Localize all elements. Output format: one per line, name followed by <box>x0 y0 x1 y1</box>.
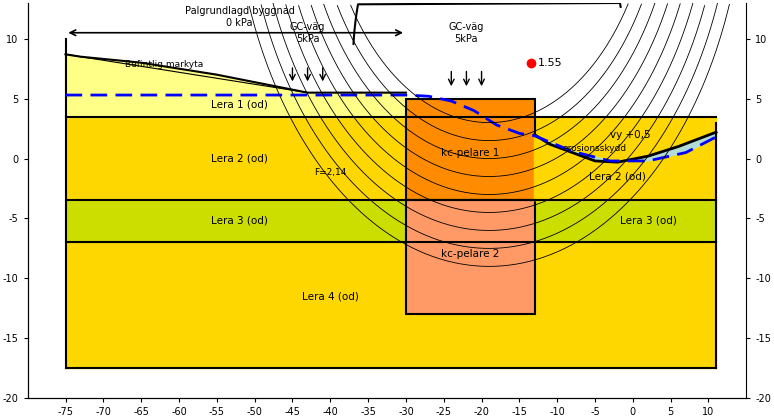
Text: Lera 2 (od): Lera 2 (od) <box>589 171 646 181</box>
Text: 1.55: 1.55 <box>538 58 563 68</box>
Text: Lera 4 (od): Lera 4 (od) <box>302 291 358 301</box>
Text: F=2,14: F=2,14 <box>314 168 347 177</box>
Text: Befintlig markyta: Befintlig markyta <box>125 60 203 69</box>
Text: kc-pelare 2: kc-pelare 2 <box>441 249 499 260</box>
Text: erosionsskydd: erosionsskydd <box>563 144 627 153</box>
Polygon shape <box>66 54 406 93</box>
Text: GC-väg
5kPa: GC-väg 5kPa <box>290 22 325 44</box>
Polygon shape <box>535 132 716 200</box>
Text: kc-pelare 1: kc-pelare 1 <box>441 147 499 158</box>
Text: vy +0,5: vy +0,5 <box>610 130 651 139</box>
Polygon shape <box>406 200 535 314</box>
Polygon shape <box>535 132 716 162</box>
Text: Lera 2 (od): Lera 2 (od) <box>211 154 268 163</box>
Polygon shape <box>535 132 716 200</box>
Text: Palgrundlagd byggnad
0 kPa: Palgrundlagd byggnad 0 kPa <box>184 6 294 28</box>
Text: GC-väg
5kPa: GC-väg 5kPa <box>449 22 484 44</box>
Text: Lera 3 (od): Lera 3 (od) <box>619 216 676 226</box>
Text: Lera 3 (od): Lera 3 (od) <box>211 216 268 226</box>
Text: Lera 1 (od): Lera 1 (od) <box>211 100 268 110</box>
Polygon shape <box>406 99 535 200</box>
